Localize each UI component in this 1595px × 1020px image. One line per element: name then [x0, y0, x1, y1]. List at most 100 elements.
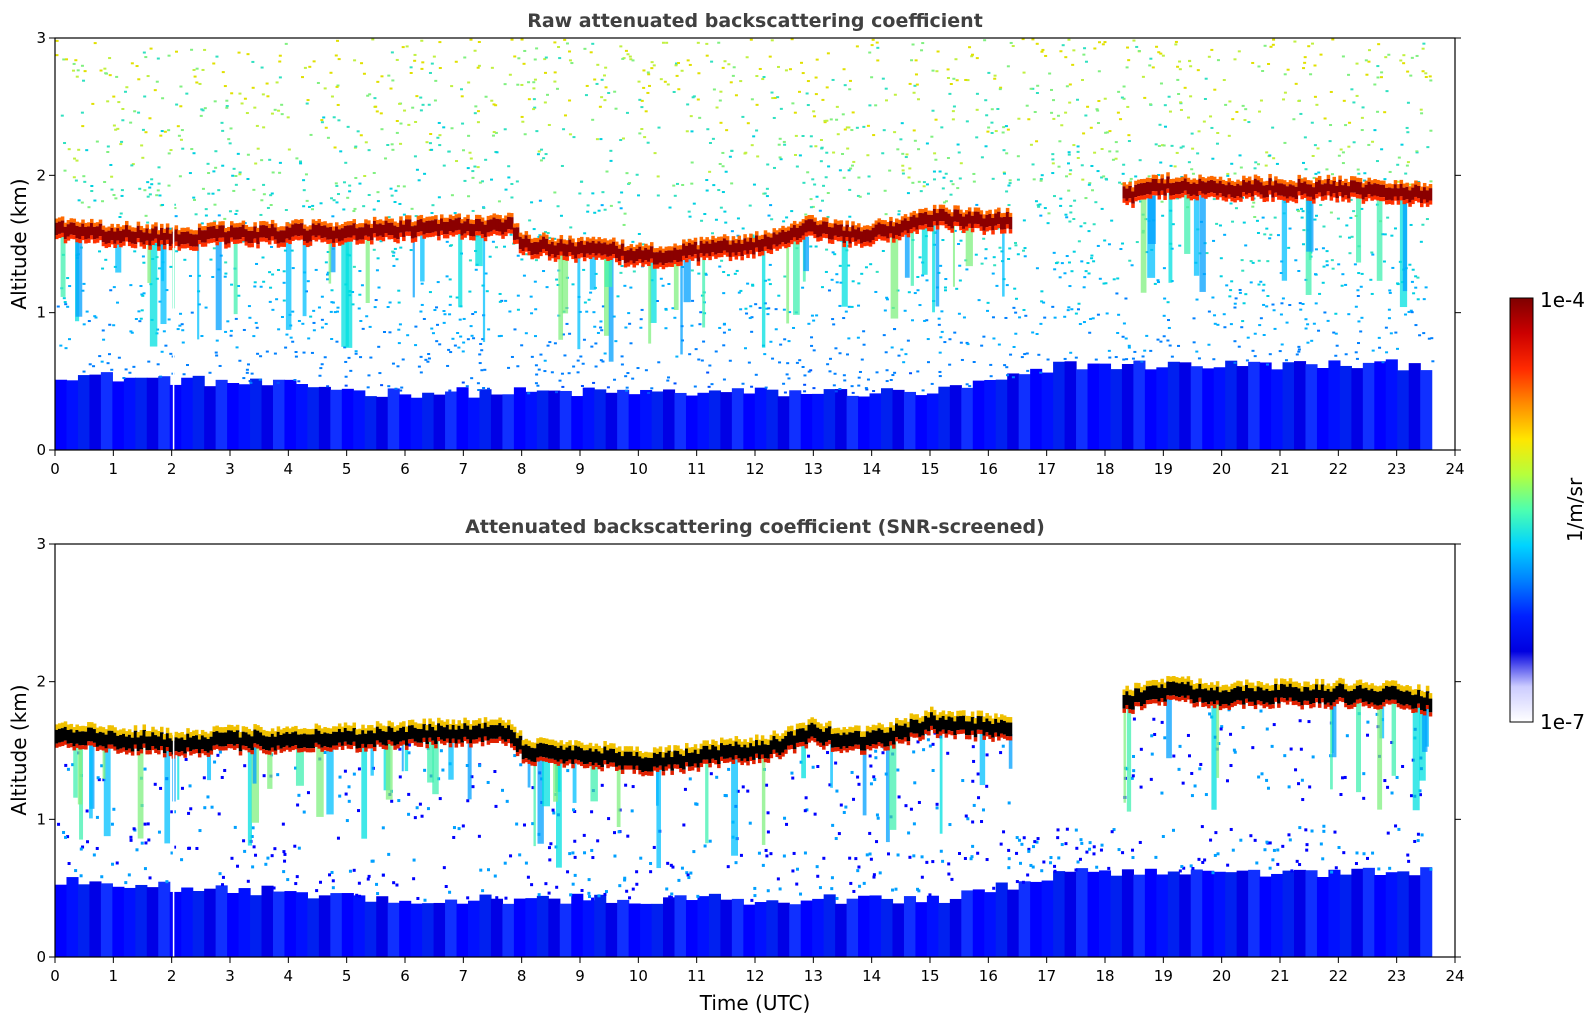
noise-speckle	[847, 337, 851, 340]
virga-plume	[604, 257, 613, 287]
screened-echo	[1290, 869, 1294, 873]
noise-speckle	[943, 286, 947, 289]
noise-speckle	[916, 289, 920, 292]
cloud-core	[559, 239, 564, 252]
noise-speckle	[833, 253, 837, 256]
screened-echo	[761, 863, 765, 867]
noise-speckle	[609, 149, 613, 152]
boundary-layer-cell	[215, 885, 228, 957]
screened-echo	[876, 816, 880, 820]
noise-speckle	[1032, 178, 1036, 181]
screened-echo	[669, 863, 673, 867]
noise-speckle	[1387, 308, 1391, 311]
cloud-core	[924, 211, 928, 225]
noise-speckle	[262, 193, 266, 196]
noise-speckle	[1280, 343, 1284, 346]
cloud-core	[708, 243, 712, 257]
noise-speckle	[1285, 321, 1289, 324]
cloud-base-edge	[104, 243, 109, 249]
noise-speckle	[993, 74, 997, 77]
noise-speckle	[809, 245, 813, 248]
noise-speckle	[55, 54, 59, 57]
cloud-core	[1329, 184, 1334, 197]
screened-echo	[548, 858, 552, 862]
noise-speckle	[595, 138, 599, 141]
cloud-base-edge	[355, 240, 359, 245]
screened-echo	[590, 810, 594, 814]
cloud-base-edge	[1265, 197, 1269, 202]
noise-speckle	[375, 110, 379, 113]
noise-speckle	[856, 336, 860, 339]
noise-speckle	[434, 79, 438, 82]
top-y-axis-label: Altitude (km)	[7, 178, 31, 309]
cloud-core	[448, 218, 453, 232]
noise-speckle	[926, 338, 930, 341]
screened-echo	[1272, 848, 1276, 852]
screened-echo	[1383, 779, 1387, 783]
noise-speckle	[1111, 158, 1115, 161]
boundary-layer-cell	[250, 895, 263, 957]
screened-echo	[1015, 880, 1019, 884]
cloud-edge	[1285, 182, 1290, 187]
cloud-edge	[638, 242, 642, 247]
noise-speckle	[629, 58, 633, 61]
cloud-base-edge	[416, 232, 421, 237]
cloud-edge	[699, 236, 704, 241]
screened-echo	[1301, 798, 1305, 802]
noise-speckle	[1244, 244, 1248, 247]
screened-echo	[1186, 733, 1190, 737]
noise-speckle	[204, 214, 208, 217]
noise-speckle	[379, 112, 383, 115]
cloud-edge	[927, 210, 931, 215]
cloud-core	[865, 229, 870, 242]
cloud-edge	[282, 226, 287, 231]
noise-speckle	[59, 344, 63, 347]
boundary-layer-cell	[754, 902, 767, 957]
cloud-core	[603, 242, 607, 255]
noise-speckle	[1096, 313, 1100, 316]
boundary-layer-cell	[743, 393, 756, 450]
noise-speckle	[409, 66, 413, 69]
cloud-core	[798, 225, 803, 239]
boundary-layer-cell	[445, 899, 458, 957]
noise-speckle	[624, 326, 628, 329]
boundary-layer-cell	[1133, 874, 1146, 957]
noise-speckle	[387, 216, 391, 219]
screened-echo	[466, 896, 470, 900]
noise-speckle	[955, 287, 959, 290]
screened-echo	[947, 862, 951, 866]
noise-speckle	[1154, 143, 1158, 146]
screened-echo	[352, 772, 356, 776]
noise-speckle	[934, 158, 938, 161]
noise-speckle	[1124, 297, 1128, 300]
cloud-core	[612, 241, 616, 255]
screened-echo	[375, 882, 379, 886]
screened-echo	[748, 821, 752, 825]
screened-echo	[494, 804, 498, 808]
noise-speckle	[342, 181, 346, 184]
cloud-base-edge	[886, 238, 890, 243]
screened-echo	[1027, 849, 1031, 853]
cloud-core	[466, 218, 470, 232]
screened-echo	[296, 803, 300, 807]
noise-speckle	[1190, 168, 1194, 171]
virga-plume	[197, 242, 200, 340]
noise-speckle	[885, 369, 889, 372]
noise-speckle	[479, 343, 483, 346]
noise-speckle	[1354, 305, 1358, 308]
cloud-base-edge	[399, 232, 403, 237]
boundary-layer-cell	[1385, 872, 1398, 957]
noise-speckle	[1251, 61, 1255, 64]
noise-speckle	[271, 273, 275, 276]
noise-speckle	[516, 254, 520, 257]
cloud-edge	[227, 226, 231, 232]
cloud-edge	[787, 226, 791, 231]
noise-speckle	[422, 317, 426, 320]
screened-echo	[939, 849, 943, 853]
cloud-core	[276, 231, 281, 244]
noise-speckle	[1316, 147, 1320, 150]
boundary-layer-cell	[731, 388, 744, 450]
cloud-core	[209, 226, 214, 239]
noise-speckle	[284, 42, 288, 45]
cloud-core	[332, 230, 336, 243]
